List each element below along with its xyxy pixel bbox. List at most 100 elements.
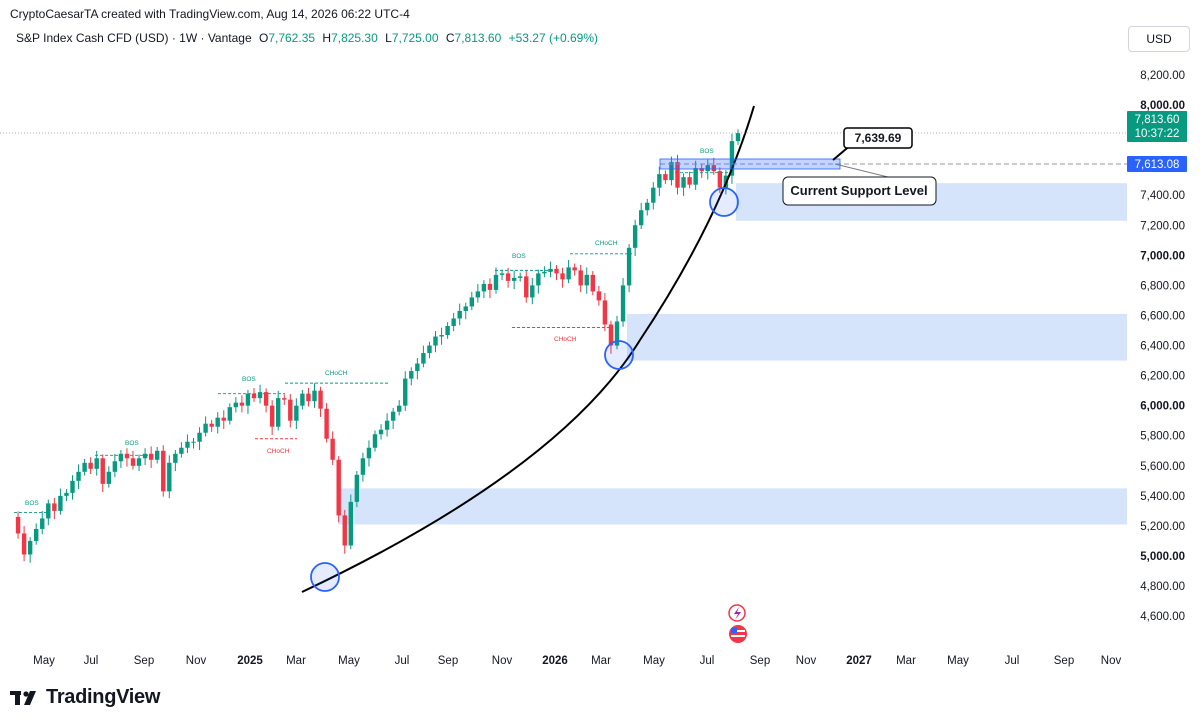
candle-body — [487, 283, 493, 290]
candle-body — [185, 441, 190, 448]
candle-body — [717, 171, 723, 188]
candle-body — [415, 363, 420, 372]
candle-body — [608, 324, 614, 346]
candles — [15, 129, 741, 563]
candle-body — [209, 423, 214, 427]
time-tick-label: Nov — [1101, 655, 1122, 667]
tradingview-brand: TradingView — [46, 686, 161, 708]
candle-body — [632, 225, 638, 248]
currency-button[interactable]: USD — [1128, 26, 1190, 52]
candle-body — [663, 174, 668, 181]
candle-body — [167, 462, 172, 492]
symbol-info: S&P Index Cash CFD (USD) · 1W · Vantage … — [16, 31, 598, 45]
candle-body — [148, 453, 154, 460]
candle-body — [173, 453, 178, 463]
candle-body — [584, 274, 589, 286]
time-axis[interactable]: May Jul Sep Nov 2025 Mar May Jul Sep Nov 2026 Mar Ma… — [33, 655, 1121, 667]
support-label-box — [782, 176, 937, 206]
candle-body — [548, 268, 553, 272]
price-tick-label: 6,400.00 — [1140, 341, 1185, 353]
candle-body — [681, 177, 686, 188]
close-value: 7,813.60 — [454, 31, 502, 45]
time-tick-label: Jul — [84, 655, 99, 667]
candle-body — [384, 420, 390, 430]
candle-body — [203, 423, 208, 433]
candle-body — [572, 267, 577, 271]
candle-body — [221, 417, 226, 421]
low-value: 7,725.00 — [391, 31, 439, 45]
candle-body — [155, 450, 160, 460]
candle-body — [306, 393, 311, 402]
price-tick-label: 6,600.00 — [1140, 310, 1185, 322]
bos-label: BOS — [512, 253, 526, 260]
bos-label: BOS — [125, 440, 139, 447]
symbol-name[interactable]: S&P Index Cash CFD (USD) · 1W · Vantage — [16, 31, 252, 45]
candle-body — [427, 345, 432, 354]
candle-body — [397, 405, 402, 412]
candle-body — [511, 277, 517, 281]
support-rectangle — [659, 158, 841, 170]
callout-value: 7,639.69 — [855, 131, 902, 145]
candle-body — [245, 393, 251, 406]
candle-body — [227, 407, 232, 421]
time-tick-label: 2025 — [237, 655, 263, 667]
candle-body — [687, 177, 692, 185]
candle-body — [294, 405, 299, 421]
time-tick-label: Nov — [492, 655, 513, 667]
candle-body — [463, 306, 468, 311]
flag-stripe — [731, 635, 745, 637]
time-tick-label: Jul — [395, 655, 410, 667]
candle-body — [475, 291, 481, 298]
candle-body — [378, 429, 384, 435]
candle-body — [433, 336, 438, 346]
candle-body — [318, 390, 323, 409]
candle-body — [354, 474, 360, 502]
candle-body — [52, 503, 57, 511]
price-tick-label: 5,400.00 — [1140, 491, 1185, 503]
touch-circle — [709, 187, 739, 217]
support-zone — [338, 488, 1127, 525]
open-value: 7,762.35 — [268, 31, 316, 45]
candle-body — [312, 390, 317, 402]
candle-body — [239, 402, 245, 406]
candle-body — [118, 453, 124, 462]
candle-body — [590, 274, 595, 292]
candle-body — [620, 285, 626, 322]
candle-body — [518, 276, 523, 278]
lightning-icon — [734, 607, 741, 620]
bos-label: BOS — [25, 500, 39, 507]
candle-body — [536, 273, 541, 286]
candle-body — [142, 453, 148, 459]
tradingview-logo[interactable]: TradingView — [10, 686, 160, 709]
close-label: C — [445, 31, 455, 45]
choch-label: CHoCH — [595, 240, 618, 247]
candle-body — [705, 165, 710, 172]
candle-body — [530, 285, 535, 298]
candle-body — [439, 335, 444, 337]
candle-body — [251, 393, 257, 399]
candle-body — [191, 441, 196, 443]
price-axis[interactable]: 8,200.00 8,000.00 7,400.00 7,200.00 7,000.00… — [1127, 70, 1187, 623]
candle-body — [27, 540, 33, 555]
support-zone — [627, 313, 1127, 361]
candle-body — [554, 268, 559, 274]
time-tick-label: 2026 — [542, 655, 568, 667]
support-zones — [338, 183, 1127, 525]
candle-body — [269, 405, 275, 427]
time-tick-label: Sep — [750, 655, 770, 667]
time-tick-label: Sep — [438, 655, 458, 667]
candle-body — [729, 141, 735, 176]
time-tick-label: May — [643, 655, 665, 667]
change-value: +53.27 (+0.69%) — [508, 31, 599, 45]
open-label: O — [258, 31, 269, 45]
candle-body — [524, 276, 529, 298]
candle-body — [233, 402, 239, 408]
candle-body — [124, 453, 130, 459]
flag-stripe — [731, 630, 745, 632]
time-tick-label: Sep — [134, 655, 154, 667]
price-tick-label: 7,200.00 — [1140, 220, 1185, 232]
touch-circle — [310, 562, 340, 592]
time-tick-label: Mar — [286, 655, 306, 667]
candle-body — [360, 458, 366, 475]
